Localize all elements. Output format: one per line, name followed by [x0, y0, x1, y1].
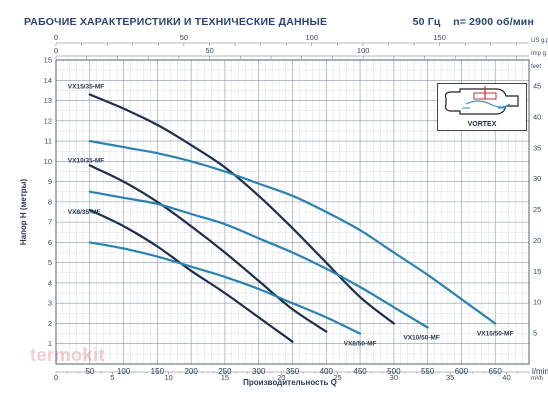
y-tick-label: 12 [44, 116, 52, 125]
curve-vx15-35-mf [88, 93, 395, 325]
watermark-logo: termokit [30, 345, 106, 365]
y-tick-label: 2 [48, 319, 52, 328]
curve-label-vx15-35-mf: VX15/35-MF [68, 83, 105, 90]
x-tick-label: 350 [286, 367, 300, 376]
plot-frame [55, 59, 530, 365]
curve-vx15-50-mf [88, 140, 497, 325]
curve-label-vx15-50-mf: VX15/50-MF [477, 330, 514, 337]
bottom-tick-m3h: 5 [110, 373, 114, 382]
bottom-unit-m3h: m³/h [531, 376, 543, 382]
bottom-tick-m3h: 25 [333, 373, 341, 382]
chart-title: РАБОЧИЕ ХАРАКТЕРИСТИКИ И ТЕХНИЧЕСКИЕ ДАН… [24, 16, 328, 28]
x-tick-label: 500 [387, 367, 401, 376]
x-tick-label: 650 [489, 367, 503, 376]
top-tick-imp: 0 [54, 46, 58, 55]
y-tick-label: 13 [44, 96, 52, 105]
x-tick-label: 300 [252, 367, 266, 376]
right-tick-feet: 30 [533, 174, 541, 183]
right-tick-feet: 10 [533, 298, 541, 307]
top-tick-us: 50 [180, 33, 188, 42]
curve-label-vx8-35-mf: VX8/35-MF [68, 209, 101, 216]
speed-info: 50 Гц n= 2900 об/мин [413, 16, 534, 28]
y-tick-label: 11 [44, 137, 52, 146]
bottom-tick-m3h: 35 [446, 373, 454, 382]
y-tick-label: 10 [44, 157, 52, 166]
y-tick-label: 4 [48, 278, 52, 287]
x-tick-label: 450 [353, 367, 367, 376]
bottom-tick-m3h: 15 [221, 373, 229, 382]
bottom-tick-m3h: 30 [390, 373, 398, 382]
bottom-tick-m3h: 10 [164, 373, 172, 382]
y-tick-label: 9 [48, 177, 52, 186]
vortex-inset: VORTEX [437, 83, 527, 131]
x-tick-label: 400 [320, 367, 334, 376]
curve-label-vx8-50-mf: VX8/50-MF [344, 341, 377, 348]
x-tick-label: 600 [455, 367, 469, 376]
y-tick-label: 1 [48, 339, 52, 348]
x-tick-label: 550 [421, 367, 435, 376]
y-axis-title: Напор H (метры) [19, 179, 28, 246]
bottom-tick-m3h: 40 [502, 373, 510, 382]
bottom-tick-m3h: 0 [54, 373, 58, 382]
vortex-label: VORTEX [467, 121, 497, 128]
top-tick-us: 150 [433, 33, 446, 42]
x-tick-label: 50 [85, 367, 94, 376]
right-tick-feet: 45 [533, 82, 541, 91]
y-tick-label: 7 [48, 218, 52, 227]
top-unit-us: US g.p.m. [531, 38, 548, 44]
top-tick-imp: 50 [205, 46, 213, 55]
y-tick-label: 8 [48, 197, 52, 206]
right-tick-feet: 15 [533, 267, 541, 276]
x-tick-label: 250 [218, 367, 232, 376]
right-tick-feet: 5 [533, 329, 537, 338]
frequency-label: 50 Гц [412, 16, 441, 28]
bottom-tick-m3h: 20 [277, 373, 285, 382]
y-tick-label: 3 [48, 299, 52, 308]
curve-label-vx10-35-mf: VX10/35-MF [68, 157, 105, 164]
x-tick-label: 200 [184, 367, 198, 376]
y-tick-label: 6 [48, 238, 52, 247]
curve-vx10-35-mf [88, 164, 328, 333]
x-tick-label: 150 [151, 367, 165, 376]
top-unit-imp: Imp g.p.m. [531, 51, 548, 57]
y-tick-label: 14 [44, 76, 52, 85]
y-tick-label: 5 [48, 258, 52, 267]
curve-label-vx10-50-mf: VX10/50-MF [403, 335, 440, 342]
top-tick-us: 100 [306, 33, 319, 42]
vortex-impeller-pump-icon [444, 86, 519, 115]
x-tick-label: 100 [117, 367, 131, 376]
top-tick-imp: 100 [357, 46, 370, 55]
y-tick-label: 15 [44, 56, 52, 65]
curve-vx10-50-mf [88, 190, 429, 329]
right-tick-feet: 20 [533, 236, 541, 245]
x-axis-title: Производительность Q [243, 378, 337, 387]
curve-vx8-35-mf [88, 208, 294, 343]
speed-label: n= 2900 об/мин [453, 16, 534, 28]
right-unit-feet: feet [531, 64, 541, 70]
right-tick-feet: 35 [533, 143, 541, 152]
x-unit-label: l/min [532, 367, 548, 376]
right-tick-feet: 25 [533, 205, 541, 214]
curve-vx8-50-mf [88, 241, 362, 335]
top-tick-us: 0 [54, 33, 58, 42]
right-tick-feet: 40 [533, 112, 541, 121]
